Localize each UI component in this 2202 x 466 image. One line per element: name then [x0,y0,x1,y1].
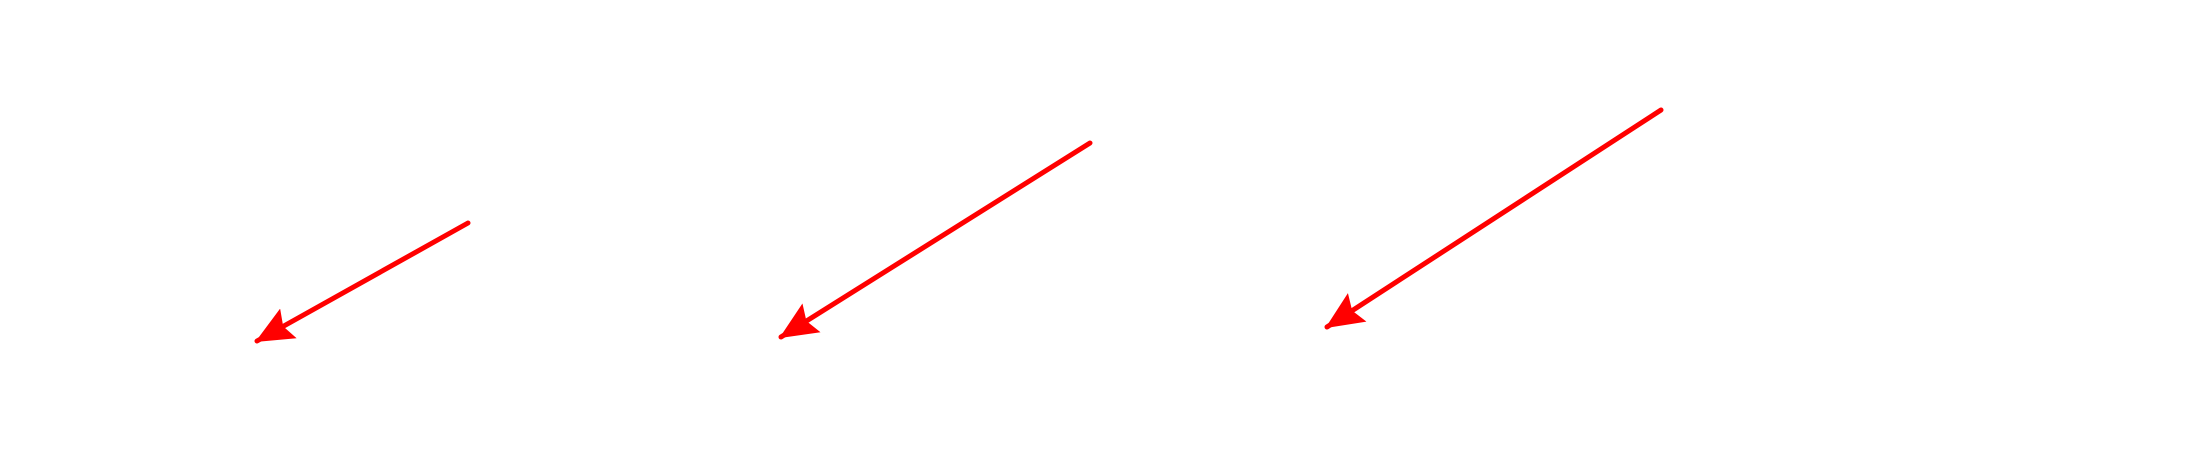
arrow [254,220,471,344]
arrow [778,140,1093,340]
arrow [1324,107,1664,330]
